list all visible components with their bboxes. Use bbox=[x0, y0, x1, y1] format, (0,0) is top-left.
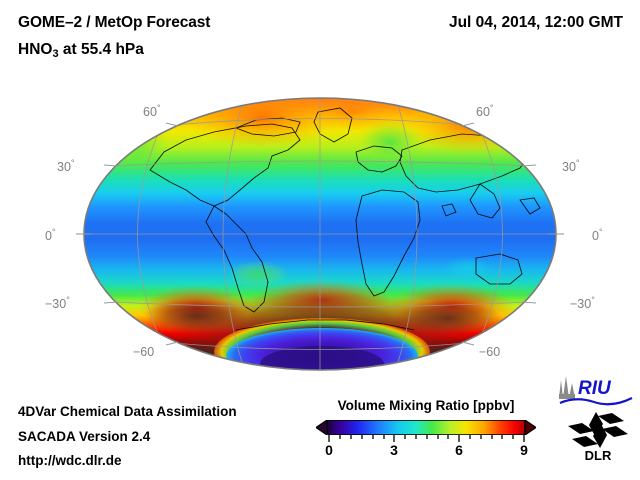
meridian-60e bbox=[396, 101, 418, 367]
dlr-pinwheel-icon bbox=[568, 412, 628, 448]
colorbar-tick-label-3: 3 bbox=[390, 442, 398, 458]
lat-label-0-right: 0° bbox=[592, 227, 603, 244]
lat-label-0-left: 0° bbox=[45, 227, 56, 244]
species-subtitle: HNO3 at 55.4 hPa bbox=[18, 41, 144, 60]
page-title: GOME–2 / MetOp Forecast bbox=[18, 14, 211, 31]
dlr-logo: DLR bbox=[568, 412, 628, 462]
graticule bbox=[85, 98, 555, 370]
green-tongue-europe bbox=[356, 120, 424, 164]
colorbar-tick-labels: 0 3 6 9 bbox=[316, 442, 536, 462]
lat-label-60n-right: 60° bbox=[476, 103, 494, 120]
cyan-patch-indian-ocean bbox=[442, 256, 494, 280]
colorbar: Volume Mixing Ratio [ppbv] bbox=[316, 398, 536, 478]
offscale-dark-west bbox=[144, 298, 248, 334]
offscale-dark-east bbox=[394, 300, 502, 336]
colorbar-gradient bbox=[327, 420, 525, 435]
green-patch-south-america bbox=[228, 261, 288, 287]
meridian-60w bbox=[222, 101, 244, 367]
footer-method: 4DVar Chemical Data Assimilation bbox=[18, 404, 237, 419]
lat-label-60s-left: −60 bbox=[133, 345, 155, 359]
data-field bbox=[84, 98, 556, 370]
colorbar-tick-label-0: 0 bbox=[325, 442, 333, 458]
datetime-label: Jul 04, 2014, 12:00 GMT bbox=[448, 14, 623, 31]
lat-label-30s-right: −30° bbox=[570, 295, 595, 312]
arctic-enhancement-siberia bbox=[404, 98, 536, 154]
lat-label-60n-left: 60° bbox=[143, 103, 161, 120]
vortex-core-inner bbox=[260, 346, 384, 370]
coastlines bbox=[149, 107, 541, 331]
lat-label-30n-left: 30° bbox=[57, 158, 75, 175]
colorbar-title: Volume Mixing Ratio [ppbv] bbox=[337, 398, 515, 413]
species-subscript: 3 bbox=[52, 48, 59, 60]
mollweide-map-svg bbox=[76, 97, 564, 371]
green-tongue-pacific bbox=[92, 122, 172, 170]
colorbar-tick-label-6: 6 bbox=[455, 442, 463, 458]
species-suffix: at 55.4 hPa bbox=[58, 41, 144, 58]
lat-label-60s-right: −60 bbox=[479, 345, 501, 359]
colorbar-ticks bbox=[328, 435, 525, 442]
lat-label-30n-right: 30° bbox=[562, 158, 580, 175]
riu-wave-icon bbox=[559, 397, 633, 406]
footer-version: SACADA Version 2.4 bbox=[18, 429, 151, 444]
colorbar-over-arrow bbox=[524, 420, 536, 435]
colorbar-under-arrow bbox=[316, 420, 328, 435]
meridian-120w bbox=[137, 113, 168, 355]
colorbar-tick-label-9: 9 bbox=[520, 442, 528, 458]
riu-logo: RIU bbox=[559, 376, 633, 406]
map-panel: 60° 60° 30° 30° 0° 0° −30° −30° −60 −60 bbox=[45, 97, 603, 371]
lat-tick-marks bbox=[76, 122, 564, 346]
meridian-120e bbox=[472, 113, 503, 355]
riu-wordmark: RIU bbox=[578, 378, 612, 399]
lat-label-30s-left: −30° bbox=[45, 295, 70, 312]
footer-url[interactable]: http://wdc.dlr.de bbox=[18, 453, 122, 468]
dlr-wordmark: DLR bbox=[585, 448, 612, 462]
species-prefix: HNO bbox=[18, 41, 53, 58]
riu-spike-icon bbox=[559, 376, 575, 399]
